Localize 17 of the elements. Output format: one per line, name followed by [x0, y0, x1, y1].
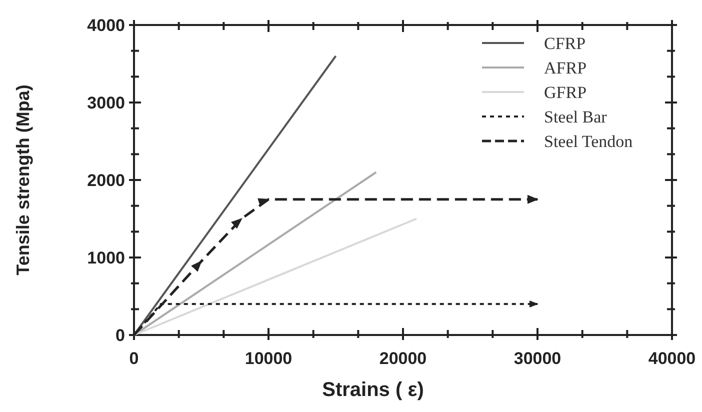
legend-label: Steel Bar — [544, 108, 608, 126]
x-tick-label: 30000 — [514, 349, 562, 368]
y-tick-label: 2000 — [87, 171, 125, 190]
y-tick-label: 4000 — [87, 16, 125, 35]
x-tick-label: 10000 — [244, 349, 292, 368]
legend-label: AFRP — [544, 58, 587, 78]
legend-label: CFRP — [544, 34, 586, 53]
y-tick-label: 1000 — [87, 248, 125, 268]
x-axis-title: Strains ( ε) — [322, 379, 424, 401]
x-tick-label: 20000 — [379, 349, 427, 368]
x-tick-label: 40000 — [648, 349, 696, 368]
y-tick-label: 3000 — [87, 94, 125, 112]
legend-label: Steel Tendon — [544, 132, 634, 151]
y-tick-label: 0 — [116, 326, 125, 345]
legend-label: GFRP — [544, 83, 587, 102]
x-tick-label: 0 — [129, 349, 139, 368]
y-axis-title: Tensile strength (Mpa) — [13, 84, 33, 276]
